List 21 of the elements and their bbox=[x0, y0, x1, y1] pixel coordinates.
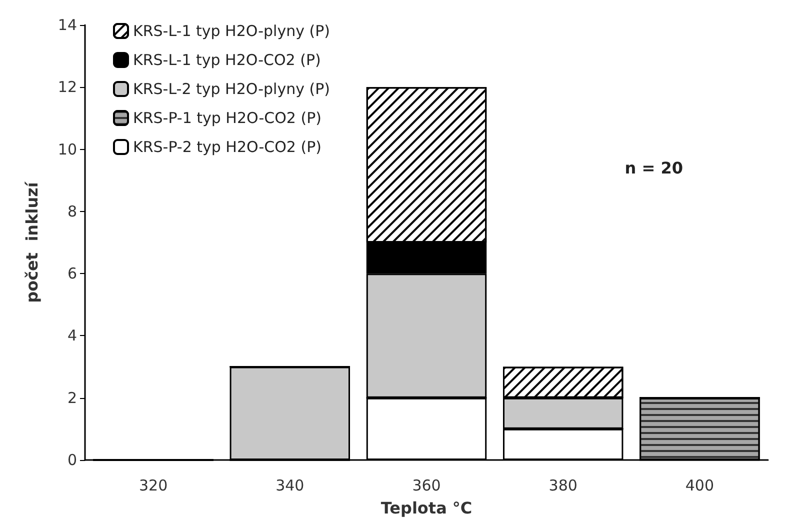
legend-label: KRS-L-2 typ H2O-plyny (P) bbox=[133, 80, 330, 98]
y-tick-label: 0 bbox=[67, 451, 77, 469]
y-tick-label: 4 bbox=[67, 326, 77, 345]
y-tick-label: 8 bbox=[67, 202, 77, 220]
x-tick-label: 400 bbox=[685, 476, 714, 494]
legend-label: KRS-L-1 typ H2O-CO2 (P) bbox=[133, 51, 321, 69]
x-tick-label: 340 bbox=[276, 476, 304, 494]
x-tick-label: 360 bbox=[412, 476, 441, 494]
x-tick-label: 380 bbox=[548, 476, 578, 494]
y-tick-label: 2 bbox=[67, 388, 77, 407]
y-tick-label: 14 bbox=[58, 16, 77, 34]
y-tick-label: 12 bbox=[58, 78, 77, 96]
legend-label: KRS-L-1 typ H2O-plyny (P) bbox=[133, 22, 330, 40]
legend-label: KRS-P-1 typ H2O-CO2 (P) bbox=[133, 109, 322, 127]
y-tick-label: 6 bbox=[67, 264, 77, 283]
y-tick-label: 10 bbox=[58, 140, 77, 158]
annotation: n = 20 bbox=[624, 158, 683, 178]
x-axis-title: Teplota °C bbox=[380, 498, 472, 518]
x-tick-label: 320 bbox=[138, 476, 168, 494]
y-axis-title: počet inkluzí bbox=[22, 180, 42, 303]
legend-label: KRS-P-2 typ H2O-CO2 (P) bbox=[133, 138, 322, 156]
